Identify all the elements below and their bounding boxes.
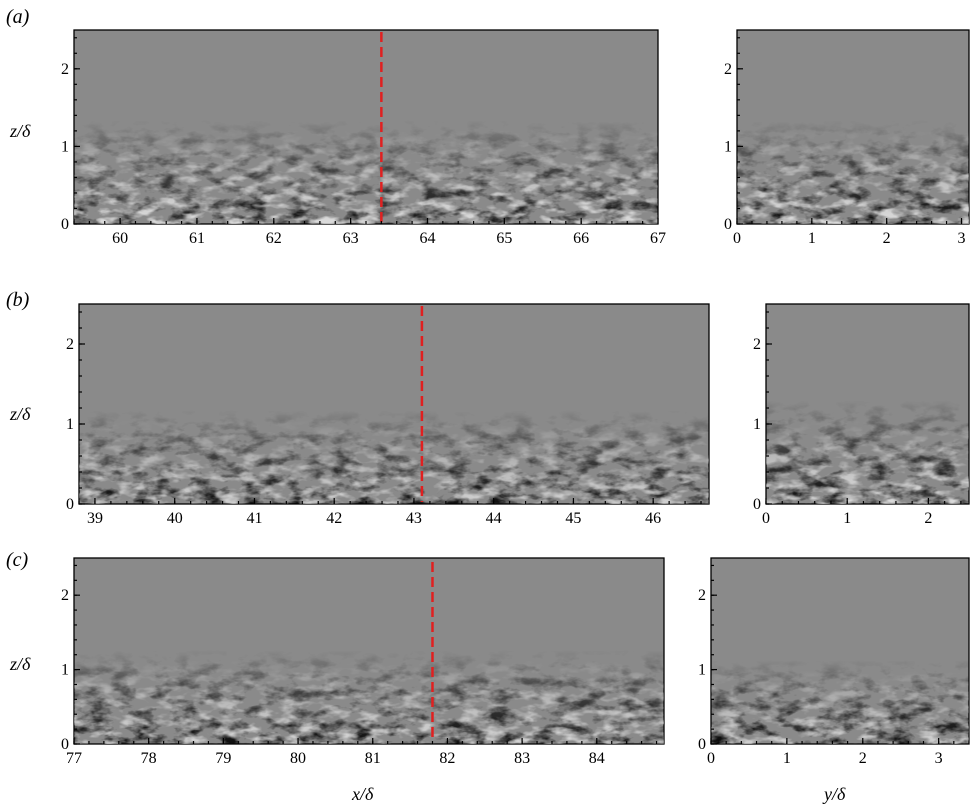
tick-layer: 60 61 62 63 64 65 66 670 01 12 20 1 2 339 40 41 42 43 44 45…: [61, 37, 966, 767]
z-axis-label-a: z/δ: [9, 121, 31, 141]
x-tick-label: 65: [496, 230, 512, 247]
x-tick-label: 66: [573, 230, 589, 247]
field-panel-a-main: [73, 29, 659, 225]
y-tick-label: 0: [707, 750, 715, 767]
field-panel-a-side: [736, 29, 970, 225]
x-tick-label: 77: [66, 750, 82, 767]
z-tick-label-side: 1: [698, 662, 706, 679]
z-tick-label-side: 0: [724, 216, 732, 233]
z-tick-label-side: 2: [724, 61, 732, 78]
z-axis-label-c: z/δ: [9, 654, 31, 674]
y-tick-label: 1: [808, 230, 816, 247]
field-panel-c-side: [710, 557, 970, 745]
x-tick-label: 42: [326, 510, 342, 527]
x-tick-label: 82: [439, 750, 455, 767]
z-tick-label: 0: [61, 736, 69, 753]
z-tick-label: 2: [66, 336, 74, 353]
x-tick-label: 83: [514, 750, 530, 767]
field-panel-c-main: [73, 557, 665, 745]
y-tick-label: 2: [859, 750, 867, 767]
y-tick-label: 2: [883, 230, 891, 247]
y-tick-label: 0: [762, 510, 770, 527]
x-tick-label: 84: [589, 750, 605, 767]
z-tick-label-side: 1: [724, 138, 732, 155]
x-tick-label: 78: [141, 750, 157, 767]
z-axis-label-b: z/δ: [9, 404, 31, 424]
z-tick-label-side: 2: [753, 336, 761, 353]
y-tick-label: 2: [924, 510, 932, 527]
x-tick-label: 67: [650, 230, 666, 247]
y-axis-label: y/δ: [822, 784, 846, 804]
z-tick-label: 0: [66, 496, 74, 513]
x-tick-label: 60: [112, 230, 128, 247]
x-tick-label: 64: [419, 230, 435, 247]
y-tick-label: 0: [733, 230, 741, 247]
z-tick-label: 2: [61, 61, 69, 78]
y-tick-label: 1: [783, 750, 791, 767]
z-tick-label: 1: [66, 416, 74, 433]
z-tick-label: 0: [61, 216, 69, 233]
z-tick-label: 1: [61, 138, 69, 155]
z-tick-label: 1: [61, 662, 69, 679]
x-tick-label: 43: [406, 510, 422, 527]
z-tick-label-side: 0: [698, 736, 706, 753]
x-tick-label: 80: [290, 750, 306, 767]
x-tick-label: 81: [365, 750, 381, 767]
panel-label-a: (a): [6, 6, 30, 28]
y-tick-label: 3: [935, 750, 943, 767]
panel-label-c: (c): [6, 549, 29, 571]
y-tick-label: 1: [843, 510, 851, 527]
z-tick-label: 2: [61, 587, 69, 604]
x-tick-label: 39: [87, 510, 103, 527]
z-tick-label-side: 2: [698, 587, 706, 604]
x-tick-label: 63: [343, 230, 359, 247]
x-tick-label: 44: [486, 510, 502, 527]
panel-label-b: (b): [6, 289, 30, 311]
x-tick-label: 61: [189, 230, 205, 247]
z-tick-label-side: 1: [753, 416, 761, 433]
x-tick-label: 46: [645, 510, 661, 527]
x-tick-label: 41: [246, 510, 262, 527]
x-axis-label: x/δ: [351, 784, 374, 804]
field-panel-b-main: [78, 303, 710, 505]
x-tick-label: 79: [215, 750, 231, 767]
y-tick-label: 3: [958, 230, 966, 247]
field-panel-b-side: [765, 303, 970, 505]
x-tick-label: 40: [167, 510, 183, 527]
z-tick-label-side: 0: [753, 496, 761, 513]
x-tick-label: 45: [565, 510, 581, 527]
x-tick-label: 62: [266, 230, 282, 247]
